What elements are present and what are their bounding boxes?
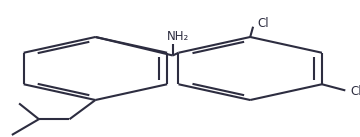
Text: NH₂: NH₂ [167,30,189,43]
Text: Cl: Cl [257,17,269,30]
Text: Cl: Cl [350,85,360,98]
